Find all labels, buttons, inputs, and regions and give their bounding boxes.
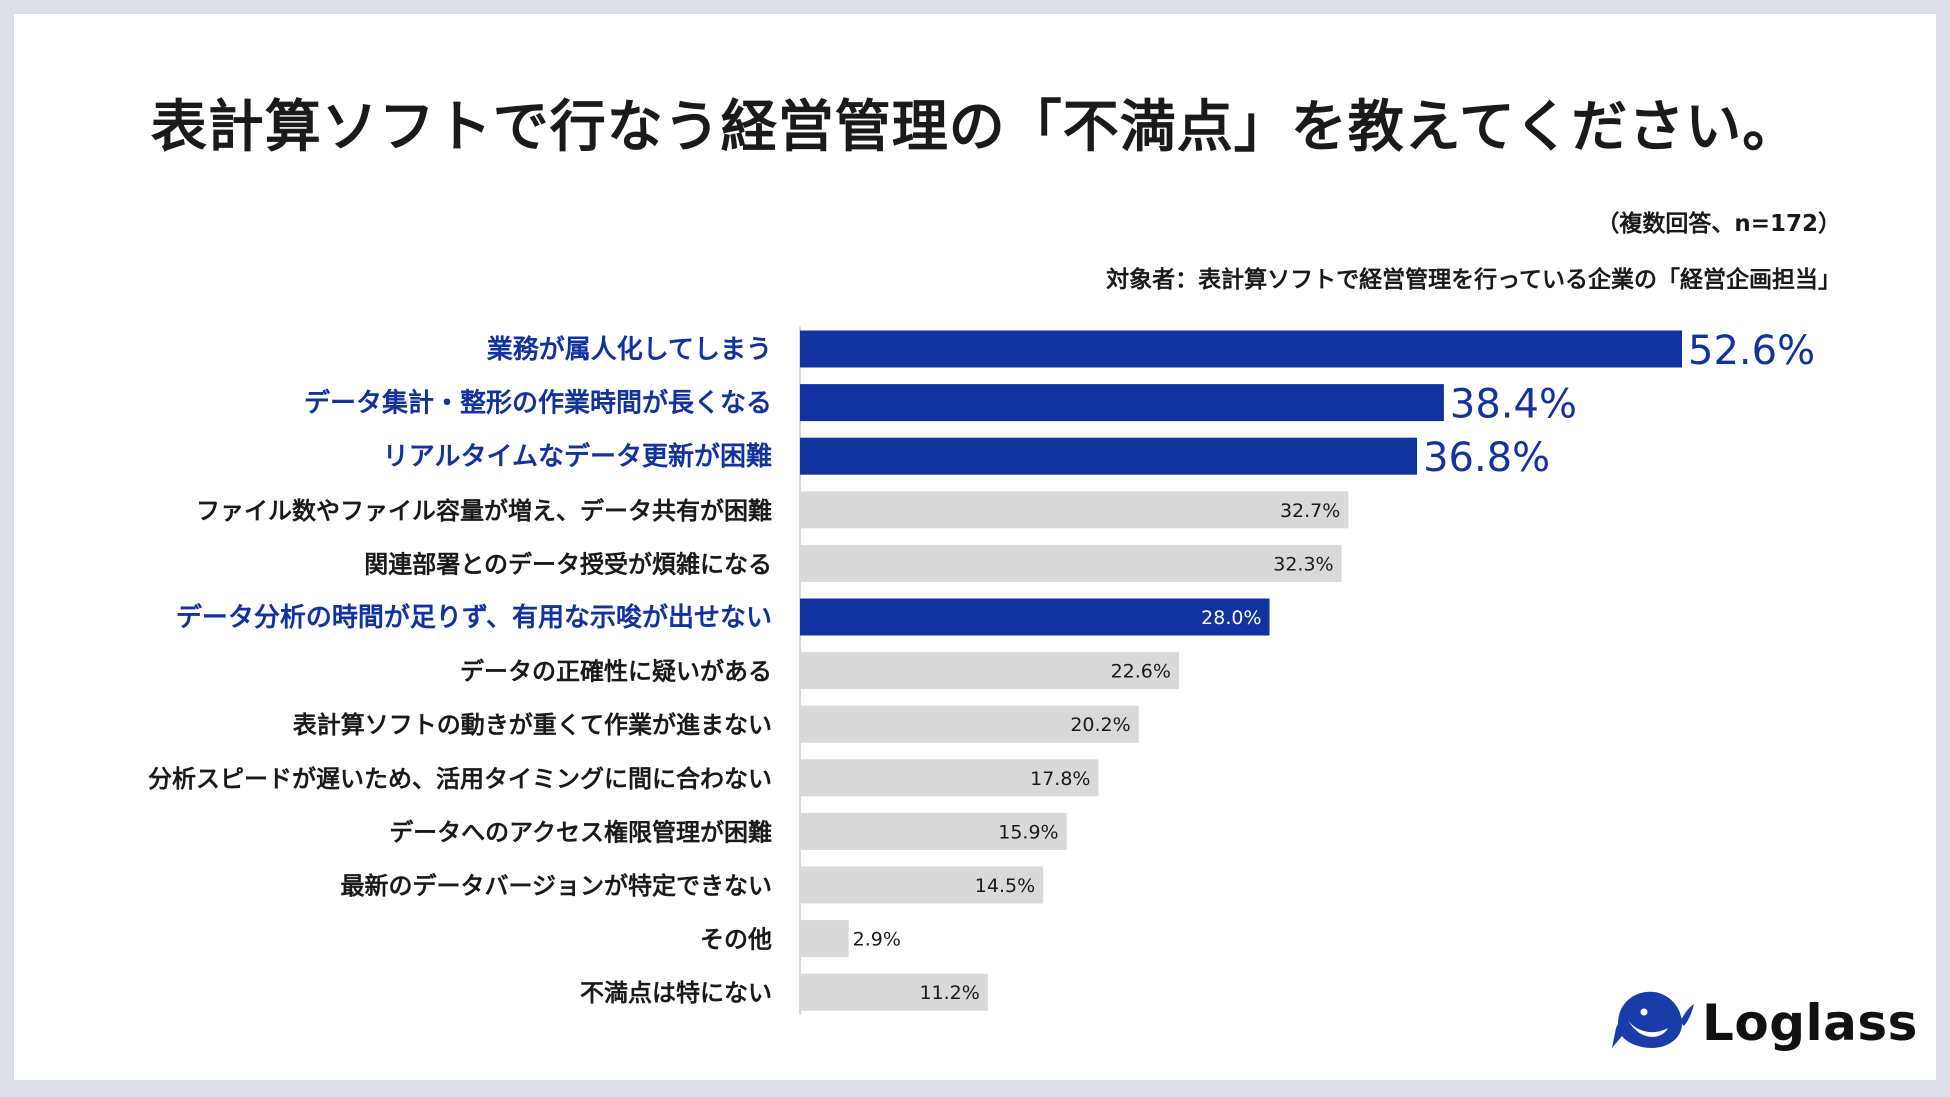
bar (800, 866, 1044, 904)
category-label: 業務が属人化してしまう (487, 334, 772, 365)
category-label: データ集計・整形の作業時間が長くなる (304, 388, 772, 419)
category-label: データ分析の時間が足りず、有用な示唆が出せない (176, 602, 772, 633)
value-label: 36.8% (1423, 435, 1550, 481)
logo: Loglass (1610, 984, 1917, 1074)
bar (800, 437, 1418, 475)
category-label: 不満点は特にない (580, 979, 772, 1007)
bar (800, 652, 1179, 690)
category-label: 最新のデータバージョンが特定できない (340, 872, 772, 900)
bar (800, 759, 1099, 797)
category-label: 関連部署とのデータ授受が煩雑になる (364, 550, 772, 578)
bar (800, 544, 1342, 582)
logo-text: Loglass (1702, 994, 1918, 1052)
value-label: 15.9% (998, 821, 1058, 843)
bar (800, 491, 1349, 529)
chart-title: 表計算ソフトで行なう経営管理の「不満点」を教えてください。 (150, 95, 1800, 160)
value-label: 28.0% (1201, 607, 1261, 629)
category-label: 表計算ソフトの動きが重くて作業が進まない (293, 711, 772, 739)
category-label: データへのアクセス権限管理が困難 (389, 818, 772, 846)
value-label: 38.4% (1450, 382, 1577, 428)
chart-note: （複数回答、n=172） (1596, 211, 1841, 237)
category-label: データの正確性に疑いがある (460, 658, 772, 686)
bar (800, 812, 1067, 850)
bar (800, 598, 1270, 636)
category-label: ファイル数やファイル容量が増え、データ共有が困難 (196, 497, 772, 525)
bar (800, 330, 1682, 368)
value-label: 11.2% (919, 982, 979, 1004)
bar (800, 920, 849, 958)
chart-card: 表計算ソフトで行なう経営管理の「不満点」を教えてください。 （複数回答、n=17… (14, 14, 1936, 1080)
category-label: リアルタイムなデータ更新が困難 (383, 441, 772, 472)
value-label: 20.2% (1070, 714, 1130, 736)
bar-chart: 業務が属人化してしまう 52.6% データ集計・整形の作業時間が長くなる 38.4% リ… (148, 326, 1815, 1015)
bar (800, 705, 1139, 743)
chart-subject: 対象者：表計算ソフトで経営管理を行っている企業の「経営企画担当」 (1106, 267, 1841, 293)
bar (800, 973, 988, 1011)
value-label: 22.6% (1111, 661, 1171, 683)
value-label: 52.6% (1688, 328, 1815, 374)
value-label: 32.3% (1273, 553, 1333, 575)
whale-logo-icon (1612, 991, 1694, 1048)
category-label: その他 (700, 926, 772, 954)
value-label: 17.8% (1030, 768, 1090, 790)
category-label: 分析スピードが遅いため、活用タイミングに間に合わない (148, 765, 772, 793)
bar (800, 384, 1444, 422)
value-label: 32.7% (1280, 500, 1340, 522)
value-label: 14.5% (975, 875, 1035, 897)
value-label: 2.9% (853, 929, 901, 951)
